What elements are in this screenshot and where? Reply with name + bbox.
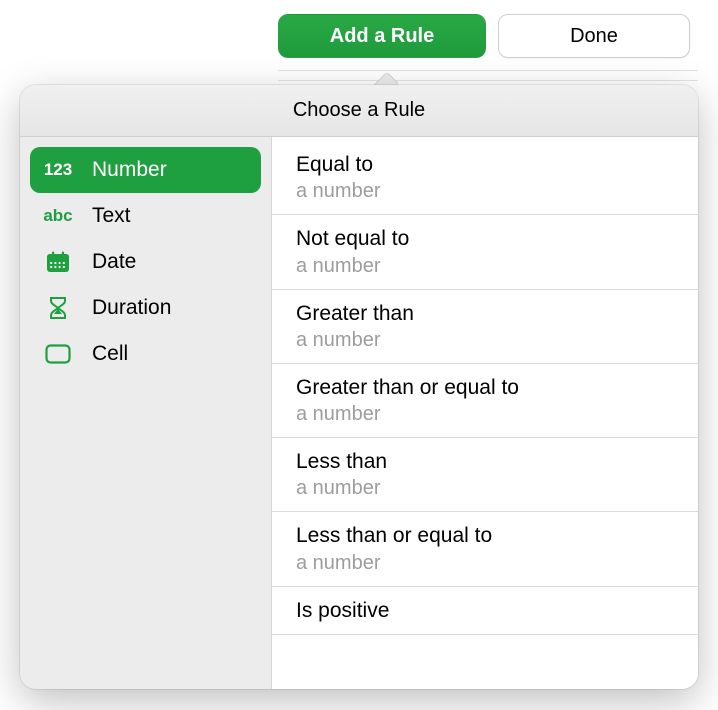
sidebar-item-date[interactable]: Date — [30, 239, 261, 285]
text-icon: abc — [42, 206, 74, 226]
sidebar-item-number[interactable]: 123 Number — [30, 147, 261, 193]
choose-rule-popover: Choose a Rule 123 Number abc Text — [20, 85, 698, 689]
sidebar-item-label: Cell — [92, 342, 128, 366]
rule-subtitle: a number — [296, 253, 674, 279]
calendar-icon — [42, 251, 74, 273]
number-icon: 123 — [42, 160, 74, 180]
sidebar-item-label: Duration — [92, 296, 171, 320]
rule-title: Less than — [296, 448, 674, 475]
popover-caret — [374, 73, 398, 85]
rule-title: Not equal to — [296, 225, 674, 252]
rule-item-equal-to[interactable]: Equal to a number — [272, 141, 698, 215]
rule-category-sidebar: 123 Number abc Text — [20, 137, 272, 689]
rule-subtitle: a number — [296, 550, 674, 576]
rule-item-greater-than-or-equal[interactable]: Greater than or equal to a number — [272, 364, 698, 438]
rule-subtitle: a number — [296, 327, 674, 353]
sidebar-item-label: Date — [92, 250, 136, 274]
sidebar-item-label: Text — [92, 204, 131, 228]
rule-item-greater-than[interactable]: Greater than a number — [272, 290, 698, 364]
rule-subtitle: a number — [296, 475, 674, 501]
sidebar-item-duration[interactable]: Duration — [30, 285, 261, 331]
rule-item-not-equal-to[interactable]: Not equal to a number — [272, 215, 698, 289]
rule-subtitle: a number — [296, 401, 674, 427]
rule-item-is-positive[interactable]: Is positive — [272, 587, 698, 635]
rule-item-less-than-or-equal[interactable]: Less than or equal to a number — [272, 512, 698, 586]
sidebar-item-label: Number — [92, 158, 167, 182]
rule-title: Greater than — [296, 300, 674, 327]
sidebar-item-text[interactable]: abc Text — [30, 193, 261, 239]
rules-list: Equal to a number Not equal to a number … — [272, 137, 698, 689]
rule-title: Greater than or equal to — [296, 374, 674, 401]
hourglass-icon — [42, 296, 74, 320]
rule-title: Equal to — [296, 151, 674, 178]
toolbar: Add a Rule Done — [278, 14, 690, 58]
popover-title: Choose a Rule — [20, 85, 698, 137]
add-rule-button[interactable]: Add a Rule — [278, 14, 486, 58]
rule-title: Less than or equal to — [296, 522, 674, 549]
sidebar-item-cell[interactable]: Cell — [30, 331, 261, 377]
done-button[interactable]: Done — [498, 14, 690, 58]
rule-subtitle: a number — [296, 178, 674, 204]
rule-title: Is positive — [296, 597, 674, 624]
rule-item-less-than[interactable]: Less than a number — [272, 438, 698, 512]
cell-icon — [42, 344, 74, 364]
